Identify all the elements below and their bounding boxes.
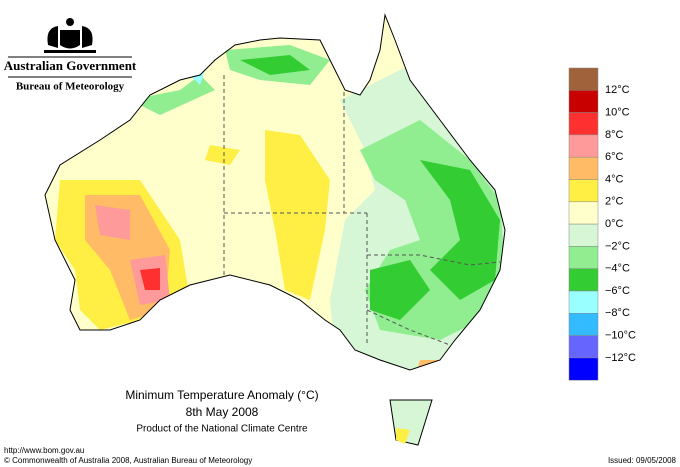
legend-label: 12°C [605,84,630,96]
legend-label: 0°C [605,218,624,230]
legend-swatch [568,357,599,381]
legend: 12°C 10°C 8°C 6°C 4°C 2°C 0°C −2°C −4°C −6°C −8°C −… [568,67,636,381]
legend-label: 4°C [605,173,624,185]
issued-date: Issued: 09/05/2008 [608,456,677,465]
legend-swatch [568,223,599,247]
legend-swatch [568,201,599,225]
legend-swatch [568,112,599,136]
coat-of-arms [44,18,96,53]
legend-swatch [568,335,599,359]
copyright: © Commonwealth of Australia 2008, Austra… [4,456,252,465]
legend-swatch [568,313,599,336]
legend-swatch [568,179,599,203]
legend-label: 2°C [605,196,624,208]
legend-swatch [568,156,599,180]
legend-label: −4°C [605,263,630,275]
source-url: http://www.bom.gov.au [4,446,84,455]
map-date: 8th May 2008 [186,405,259,419]
legend-swatch [568,67,599,91]
bureau: Bureau of Meteorology [16,81,125,93]
legend-label: 10°C [605,107,630,119]
legend-swatch [568,90,599,113]
tasmania-anomaly [396,428,410,444]
legend-label: 8°C [605,129,624,141]
state-borders [223,75,501,346]
product-note: Product of the National Climate Centre [136,424,308,435]
legend-swatch [568,268,599,292]
legend-swatch [568,134,599,158]
map-title: Minimum Temperature Anomaly (°C) [125,388,318,402]
legend-label: 6°C [605,151,624,163]
legend-label: −8°C [605,307,630,319]
agency: Australian Government [4,58,137,73]
legend-label: −10°C [605,330,636,342]
legend-swatch [568,246,599,269]
legend-label: −2°C [605,240,630,252]
legend-label: −6°C [605,285,630,297]
legend-swatch [568,290,599,314]
legend-label: −12°C [605,352,636,364]
